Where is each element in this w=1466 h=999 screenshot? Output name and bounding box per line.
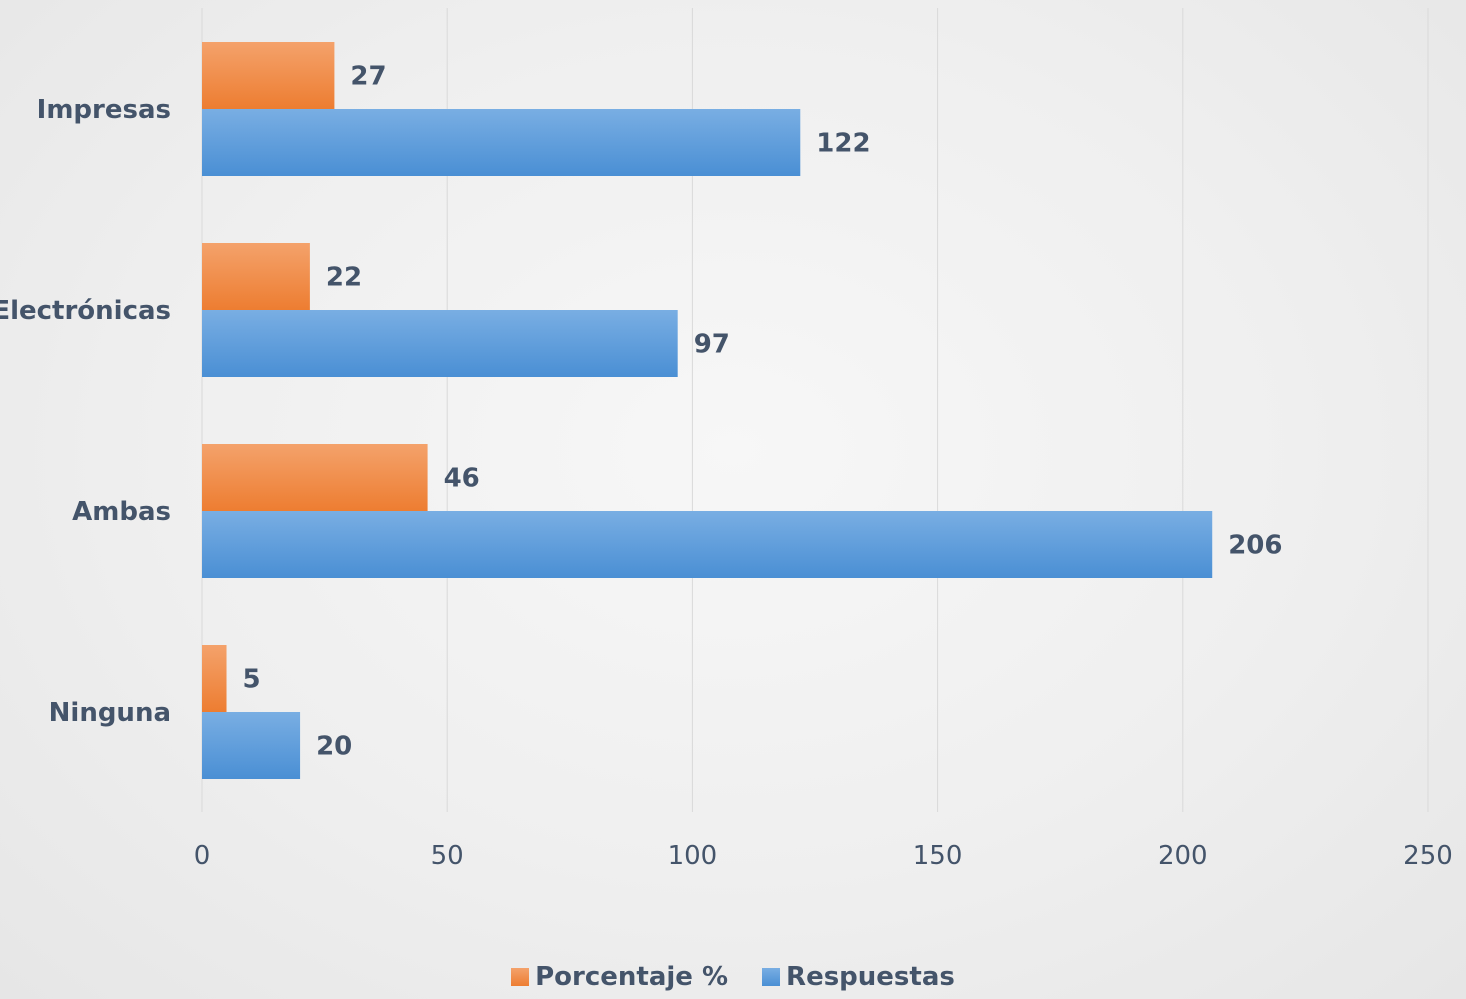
category-label: Ninguna [49,698,171,728]
x-tick-label: 150 [913,841,963,871]
bar-respuestas [202,712,301,779]
legend: Porcentaje % Respuestas [0,962,1466,992]
labels: 0 50 100 150 200 250 Impresas 27 122 Electrónicas… [0,62,1453,872]
legend-label-porcentaje: Porcentaje % [535,962,729,992]
x-tick-label: 0 [194,841,211,871]
bar-porcentaje [202,243,310,310]
x-tick-label: 50 [431,841,464,871]
legend-label-respuestas: Respuestas [786,962,955,992]
data-label: 20 [316,732,352,762]
data-label: 206 [1228,531,1282,561]
bar-chart-svg: 0 50 100 150 200 250 Impresas 27 122 Electrónicas… [0,8,1453,872]
bar-respuestas [202,511,1213,578]
data-label: 27 [350,62,386,92]
bar-porcentaje [202,42,335,109]
category-label: Electrónicas [0,296,171,326]
data-label: 122 [816,129,870,159]
legend-swatch-respuestas [762,968,781,986]
legend-item-respuestas: Respuestas [762,962,955,992]
data-label: 22 [326,263,362,293]
bar-porcentaje [202,444,428,511]
x-tick-label: 250 [1403,841,1453,871]
legend-swatch-porcentaje [511,968,530,986]
bar-respuestas [202,109,801,176]
bar-respuestas [202,310,678,377]
data-label: 97 [694,330,730,360]
data-label: 5 [243,665,261,695]
x-tick-label: 200 [1158,841,1208,871]
category-label: Impresas [37,95,171,125]
x-tick-label: 100 [668,841,718,871]
bar-porcentaje [202,645,227,712]
legend-item-porcentaje: Porcentaje % [511,962,728,992]
bars [202,42,1213,779]
data-label: 46 [444,464,480,494]
category-label: Ambas [72,497,171,527]
